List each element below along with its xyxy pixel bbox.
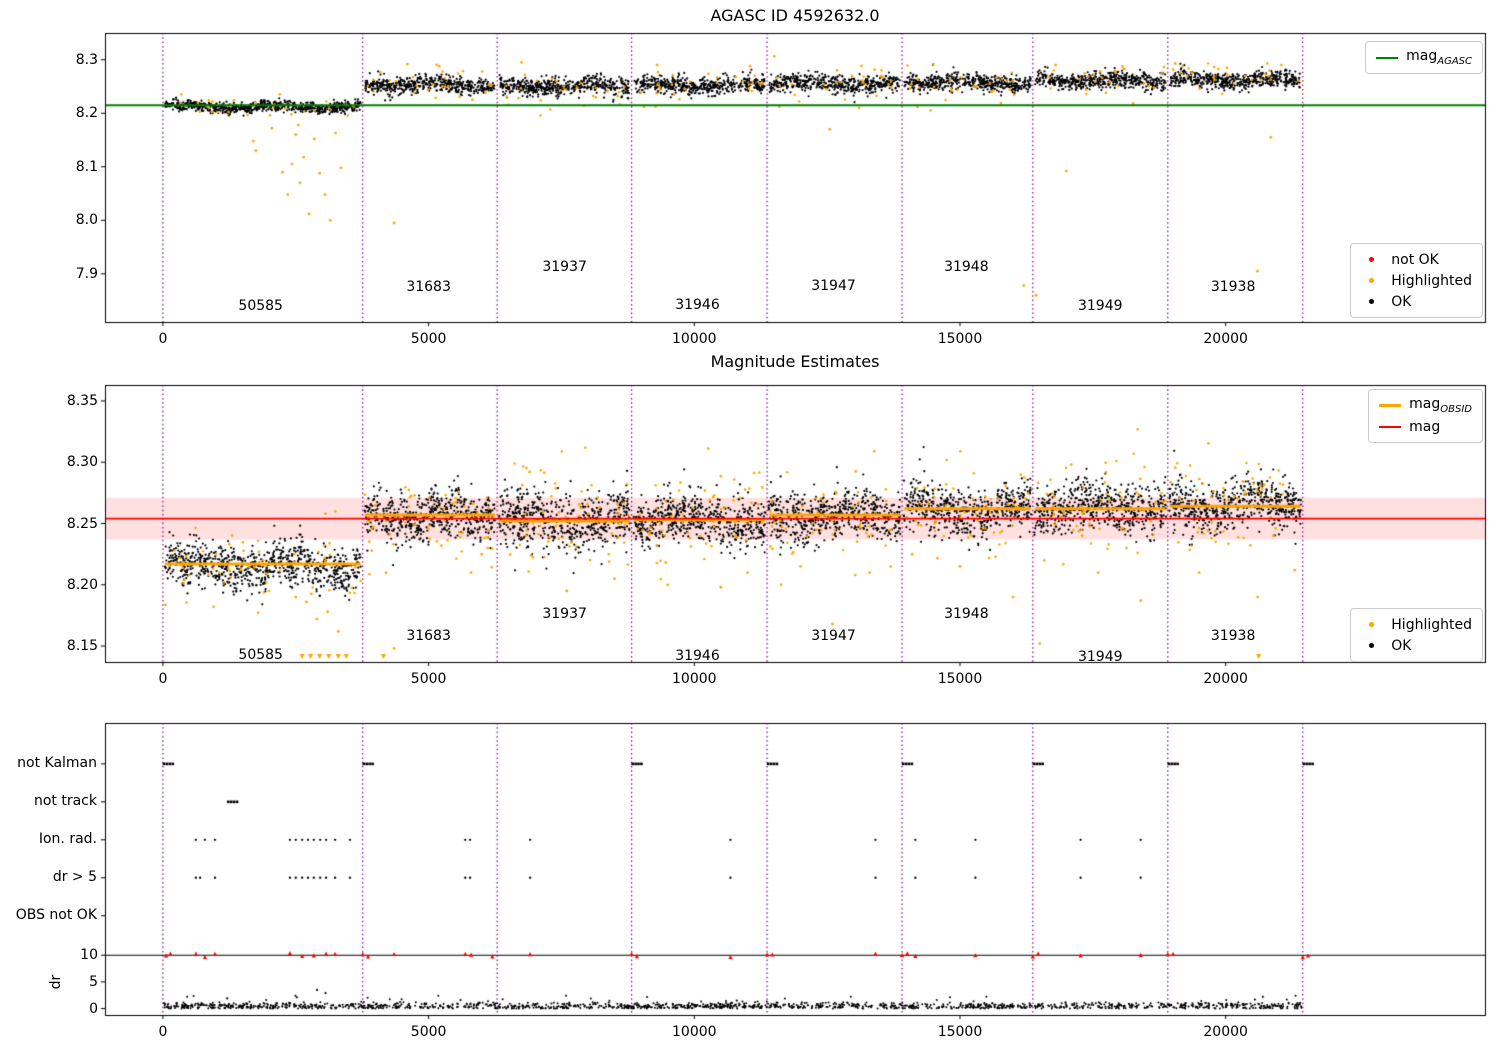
x-tick-label: 15000	[937, 331, 983, 347]
x-tick-label: 15000	[937, 1024, 983, 1040]
x-tick-label: 20000	[1203, 1024, 1248, 1040]
x-tick-label: 10000	[672, 331, 717, 347]
row-label: dr > 5	[52, 868, 97, 885]
legend-label: Highlighted	[1391, 272, 1472, 289]
legend-entry: OK	[1361, 635, 1472, 656]
x-tick-label: 5000	[410, 1024, 447, 1040]
y-tick-label: 8.3	[75, 51, 98, 68]
y-tick-label: 7.9	[75, 265, 98, 282]
x-tick-label: 0	[158, 671, 168, 687]
legend-label: mag	[1409, 418, 1441, 435]
legend-line-marker	[1379, 404, 1402, 407]
legend-entry: Highlighted	[1361, 614, 1472, 635]
legend-label: magOBSID	[1409, 396, 1472, 415]
obsid-label: 31946	[675, 647, 720, 664]
dr-tick-label: 5	[89, 973, 98, 990]
legend-dot-marker	[1369, 257, 1375, 262]
dr-tick-label: 0	[89, 1000, 98, 1017]
x-tick-label: 5000	[410, 671, 447, 687]
obsid-label: 31937	[542, 606, 587, 623]
x-tick-label: 5000	[410, 331, 447, 347]
middle-plot-upper-legend: magOBSID mag	[1368, 389, 1483, 443]
legend-dot-marker	[1369, 622, 1375, 627]
legend-line-marker	[1376, 56, 1399, 59]
legend-entry: magOBSID	[1379, 395, 1472, 416]
x-tick-label: 10000	[672, 1024, 717, 1040]
y-tick-label: 8.20	[66, 576, 98, 593]
obsid-label: 31938	[1210, 279, 1256, 296]
legend-entry: not OK	[1361, 249, 1472, 270]
obsid-label: 31683	[406, 279, 451, 296]
y-tick-label: 8.1	[75, 158, 98, 175]
x-tick-label: 0	[158, 331, 168, 347]
obsid-label: 50585	[238, 297, 283, 314]
dr-tick-label: 10	[80, 947, 98, 964]
legend-entry: OK	[1361, 291, 1472, 312]
row-label: Ion. rad.	[38, 830, 97, 847]
legend-dot-marker	[1369, 643, 1375, 648]
dr-axis-label: dr	[48, 974, 64, 990]
y-tick-label: 8.15	[66, 638, 98, 655]
row-label: not Kalman	[17, 754, 97, 771]
y-tick-label: 8.0	[75, 212, 98, 229]
x-tick-label: 10000	[672, 671, 717, 687]
row-label: OBS not OK	[15, 906, 97, 923]
x-tick-label: 0	[158, 1024, 168, 1040]
obsid-label: 31947	[811, 278, 856, 295]
legend-dot-marker	[1369, 278, 1375, 283]
obsid-label: 31948	[944, 259, 989, 276]
x-tick-label: 20000	[1203, 671, 1248, 687]
obsid-label: 31949	[1077, 649, 1123, 666]
top-plot-lower-legend: not OK Highlighted OK	[1350, 243, 1483, 318]
legend-dot-marker	[1369, 299, 1375, 304]
obsid-label: 50585	[238, 646, 283, 663]
legend-entry: magAGASC	[1376, 47, 1472, 68]
middle-plot-title: Magnitude Estimates	[710, 352, 880, 371]
legend-line-marker	[1379, 425, 1402, 428]
obsid-label: 31938	[1210, 628, 1256, 645]
legend-entry: mag	[1379, 416, 1472, 437]
y-tick-label: 8.2	[75, 105, 98, 122]
obsid-label: 31947	[811, 628, 856, 645]
obsid-label: 31937	[542, 259, 587, 276]
legend-entry: Highlighted	[1361, 270, 1472, 291]
x-tick-label: 15000	[937, 671, 983, 687]
obsid-label: 31948	[944, 606, 989, 623]
top-plot-title: AGASC ID 4592632.0	[710, 6, 880, 25]
legend-label: not OK	[1391, 251, 1439, 268]
top-plot-upper-legend: magAGASC	[1365, 41, 1483, 74]
row-label: not track	[33, 792, 97, 809]
middle-plot-lower-legend: Highlighted OK	[1350, 608, 1483, 662]
obsid-label: 31949	[1077, 297, 1123, 314]
y-tick-label: 8.35	[66, 392, 98, 409]
obsid-label: 31683	[406, 628, 451, 645]
x-tick-label: 20000	[1203, 331, 1248, 347]
legend-label: OK	[1391, 637, 1412, 654]
y-tick-label: 8.30	[66, 454, 98, 471]
legend-label: magAGASC	[1406, 48, 1472, 67]
legend-label: Highlighted	[1391, 616, 1472, 633]
legend-label: OK	[1391, 293, 1412, 310]
obsid-label: 31946	[675, 296, 720, 313]
y-tick-label: 8.25	[66, 515, 98, 532]
